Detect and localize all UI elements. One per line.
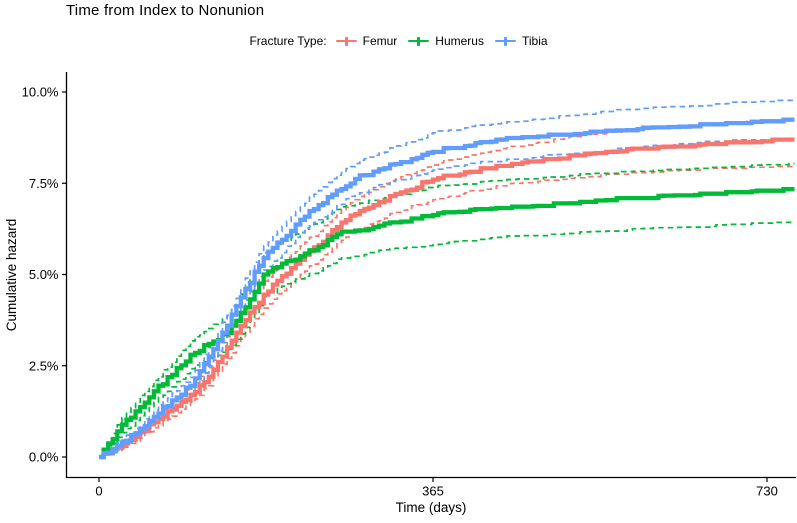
y-tick-label: 10.0% bbox=[22, 85, 59, 100]
tibia-estimate-curve bbox=[99, 117, 795, 460]
chart-title: Time from Index to Nonunion bbox=[66, 2, 265, 19]
legend-item-tibia: Tibia bbox=[494, 34, 548, 48]
y-tick-label: 0.0% bbox=[29, 450, 59, 465]
legend-item-label: Femur bbox=[362, 34, 398, 48]
x-tick-label: 0 bbox=[95, 484, 102, 499]
humerus-upper-ci-curve bbox=[99, 162, 795, 458]
y-axis-title: Cumulative hazard bbox=[4, 218, 19, 332]
legend: Fracture Type: Femur Humerus Tibia bbox=[0, 34, 797, 48]
humerus-lower-ci-curve bbox=[99, 221, 795, 458]
y-tick-label: 2.5% bbox=[29, 358, 59, 373]
legend-title: Fracture Type: bbox=[249, 34, 327, 48]
y-tick-label: 7.5% bbox=[29, 176, 59, 191]
x-axis-title: Time (days) bbox=[395, 500, 467, 515]
humerus-estimate-curve bbox=[99, 187, 795, 460]
x-tick-label: 730 bbox=[756, 484, 778, 499]
legend-item-femur: Femur bbox=[335, 34, 398, 48]
tibia-line-key-icon bbox=[494, 35, 516, 48]
y-tick-label: 5.0% bbox=[29, 267, 59, 282]
femur-lower-ci-curve bbox=[99, 165, 795, 458]
x-tick-label: 365 bbox=[422, 484, 444, 499]
legend-items: Femur Humerus Tibia bbox=[335, 34, 548, 48]
tibia-lower-ci-curve bbox=[99, 137, 795, 458]
tibia-upper-ci-curve bbox=[99, 99, 795, 458]
legend-item-label: Tibia bbox=[521, 34, 548, 48]
femur-estimate-curve bbox=[99, 137, 795, 460]
humerus-line-key-icon bbox=[408, 35, 430, 48]
legend-item-humerus: Humerus bbox=[408, 34, 484, 48]
femur-line-key-icon bbox=[335, 35, 357, 48]
legend-item-label: Humerus bbox=[435, 34, 484, 48]
